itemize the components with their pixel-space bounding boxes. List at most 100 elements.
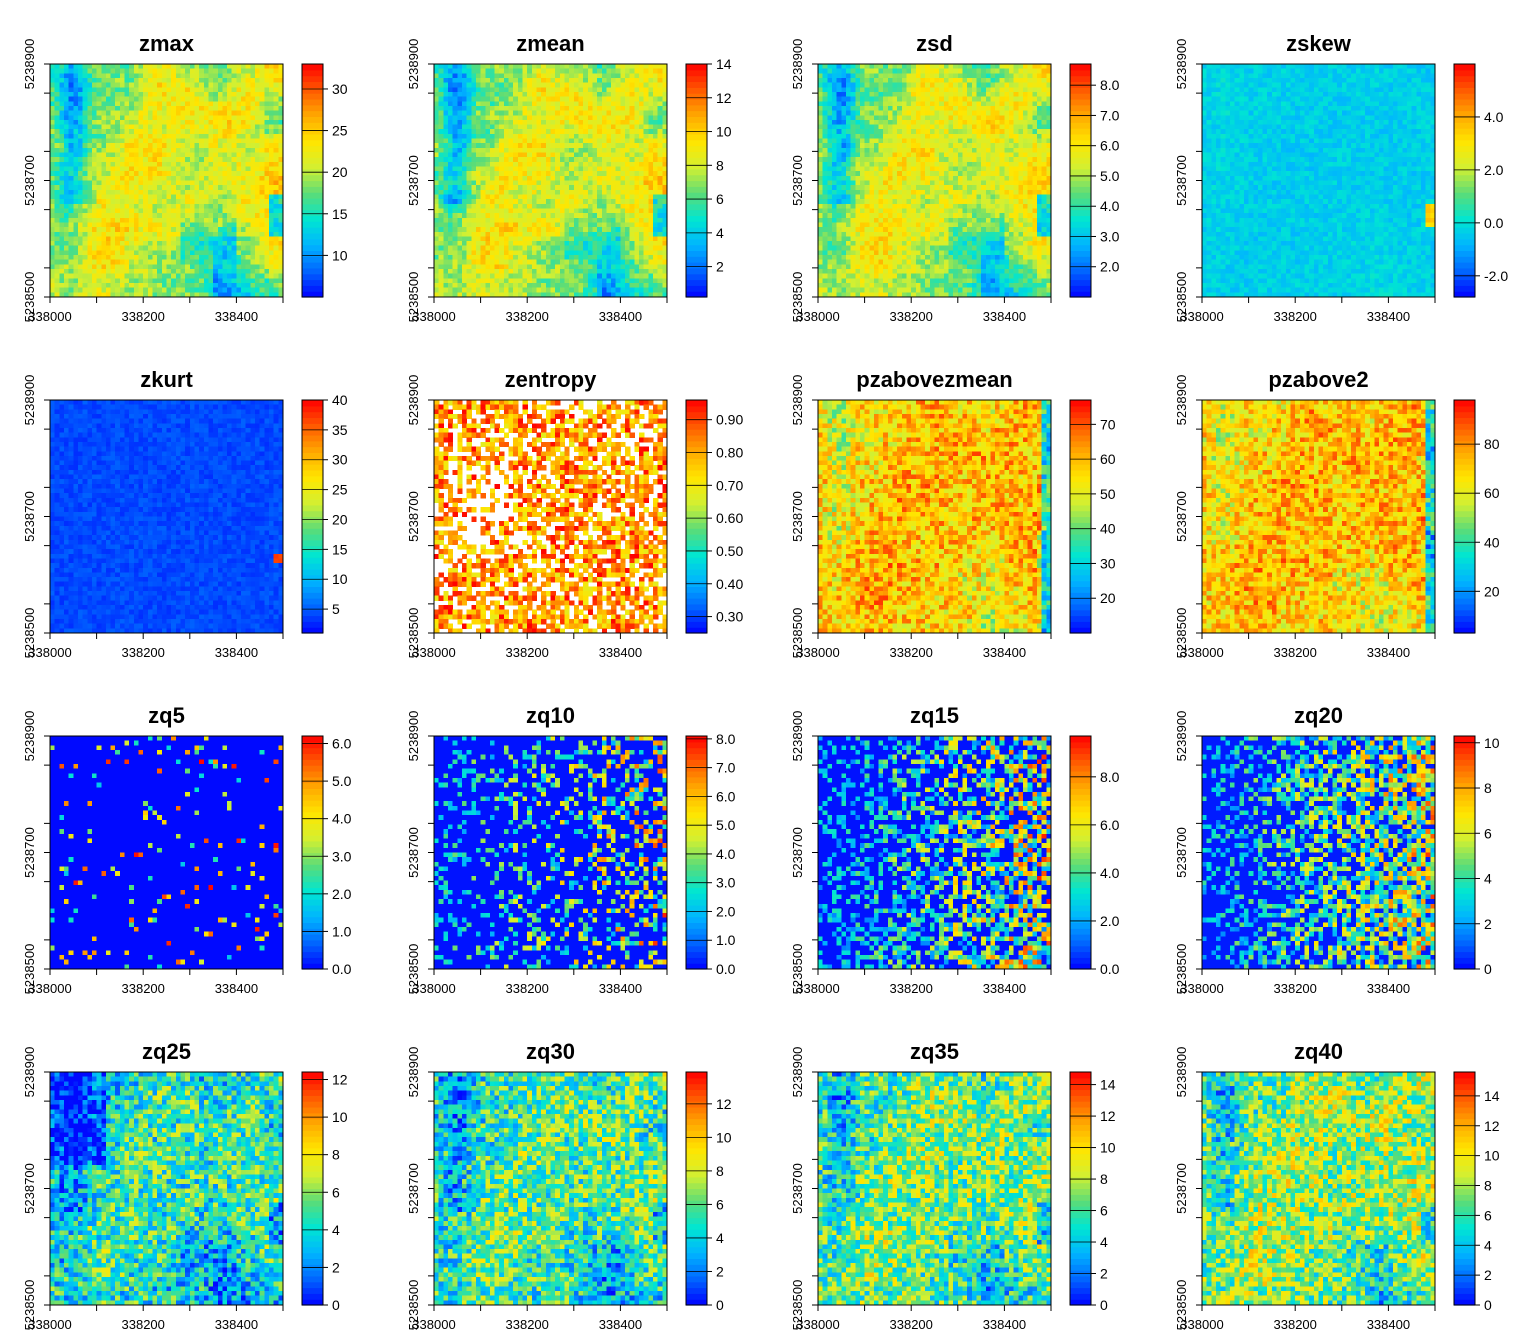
heatmap-cell [648, 232, 653, 237]
heatmap-cell [439, 185, 444, 190]
heatmap-cell [50, 208, 55, 213]
heatmap-cell [602, 78, 607, 83]
heatmap-cell [537, 83, 542, 88]
heatmap-cell [236, 83, 241, 88]
heatmap-cell [481, 148, 486, 153]
heatmap-cell [246, 87, 251, 92]
heatmap-cell [560, 111, 565, 116]
heatmap-cell [555, 185, 560, 190]
heatmap-cell [448, 139, 453, 144]
heatmap-cell [578, 176, 583, 181]
heatmap-cell [157, 69, 162, 74]
heatmap-cell [222, 87, 227, 92]
heatmap-cell [625, 227, 630, 232]
heatmap-cell [620, 264, 625, 269]
heatmap-cell [232, 115, 237, 120]
heatmap-cell [546, 222, 551, 227]
heatmap-cell [134, 194, 139, 199]
heatmap-cell [560, 73, 565, 78]
heatmap-cell [634, 176, 639, 181]
heatmap-cell [620, 171, 625, 176]
heatmap-cell [639, 139, 644, 144]
heatmap-cell [139, 125, 144, 130]
heatmap-cell [213, 185, 218, 190]
heatmap-cell [541, 120, 546, 125]
heatmap-cell [630, 148, 635, 153]
heatmap-cell [434, 64, 439, 69]
heatmap-cell [50, 120, 55, 125]
heatmap-cell [648, 129, 653, 134]
heatmap-cell [69, 134, 74, 139]
heatmap-cell [611, 246, 616, 251]
heatmap-cell [639, 208, 644, 213]
heatmap-cell [208, 269, 213, 274]
heatmap-cell [274, 162, 279, 167]
heatmap-cell [523, 148, 528, 153]
heatmap-cell [260, 232, 265, 237]
heatmap-cell [171, 194, 176, 199]
heatmap-cell [569, 69, 574, 74]
heatmap-cell [606, 129, 611, 134]
heatmap-cell [518, 250, 523, 255]
heatmap-cell [592, 115, 597, 120]
heatmap-cell [630, 162, 635, 167]
heatmap-cell [106, 185, 111, 190]
heatmap-cell [255, 92, 260, 97]
heatmap-cell [523, 143, 528, 148]
colorbar-swatch [302, 140, 323, 146]
heatmap-cell [129, 83, 134, 88]
heatmap-cell [218, 260, 223, 265]
heatmap-cell [658, 194, 663, 199]
heatmap-cell [639, 176, 644, 181]
heatmap-cell [157, 246, 162, 251]
heatmap-cell [527, 143, 532, 148]
heatmap-cell [218, 204, 223, 209]
heatmap-cell [148, 111, 153, 116]
heatmap-cell [476, 274, 481, 279]
heatmap-cell [606, 69, 611, 74]
heatmap-cell [518, 64, 523, 69]
heatmap-cell [546, 92, 551, 97]
heatmap-cell [162, 269, 167, 274]
heatmap-cell [574, 194, 579, 199]
heatmap-cell [541, 153, 546, 158]
heatmap-cell [499, 208, 504, 213]
heatmap-cell [190, 246, 195, 251]
heatmap-cell [171, 106, 176, 111]
heatmap-cell [222, 139, 227, 144]
heatmap-cell [504, 232, 509, 237]
heatmap-cell [59, 199, 64, 204]
heatmap-cell [620, 236, 625, 241]
heatmap-cell [476, 73, 481, 78]
heatmap-cell [453, 250, 458, 255]
heatmap-cell [176, 274, 181, 279]
heatmap-cell [143, 274, 148, 279]
heatmap-cell [264, 157, 269, 162]
heatmap-cell [634, 278, 639, 283]
heatmap-cell [457, 246, 462, 251]
heatmap-cell [658, 148, 663, 153]
heatmap-cell [551, 222, 556, 227]
heatmap-cell [185, 218, 190, 223]
heatmap-cell [97, 255, 102, 260]
heatmap-cell [241, 134, 246, 139]
colorbar-swatch [302, 64, 323, 70]
heatmap-cell [476, 176, 481, 181]
heatmap-cell [541, 218, 546, 223]
heatmap-cell [644, 232, 649, 237]
heatmap-cell [125, 129, 130, 134]
heatmap-cell [190, 181, 195, 186]
heatmap-cell [499, 167, 504, 172]
heatmap-cell [73, 269, 78, 274]
heatmap-cell [227, 181, 232, 186]
heatmap-cell [625, 171, 630, 176]
heatmap-cell [115, 199, 120, 204]
heatmap-cell [434, 92, 439, 97]
heatmap-cell [513, 153, 518, 158]
heatmap-cell [218, 106, 223, 111]
heatmap-cell [509, 64, 514, 69]
heatmap-cell [227, 148, 232, 153]
heatmap-cell [153, 87, 158, 92]
heatmap-cell [648, 264, 653, 269]
heatmap-cell [658, 222, 663, 227]
